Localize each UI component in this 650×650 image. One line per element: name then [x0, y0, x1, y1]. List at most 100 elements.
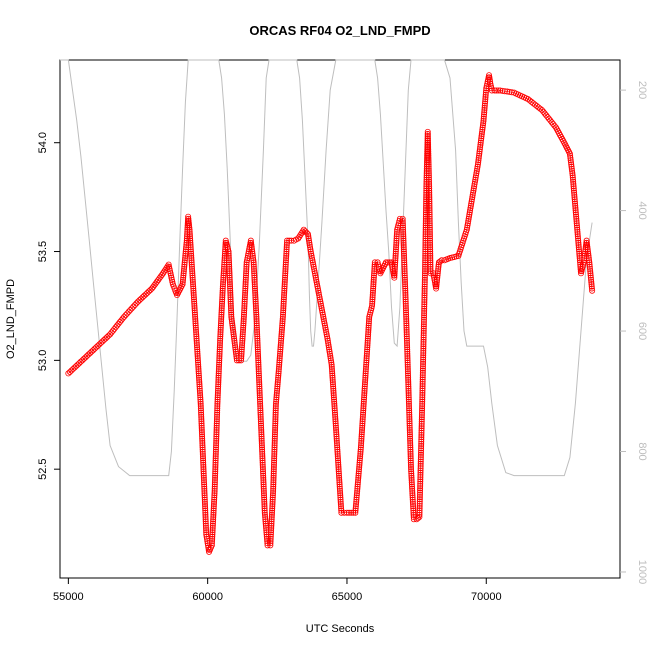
data-point: [274, 387, 281, 394]
data-point: [280, 309, 287, 316]
data-point: [229, 322, 236, 329]
data-point: [189, 265, 196, 272]
data-point: [369, 296, 376, 303]
data-point: [203, 529, 210, 536]
data-point: [476, 148, 483, 155]
data-point: [281, 287, 288, 294]
data-point: [476, 152, 483, 159]
data-point: [251, 283, 258, 290]
data-point: [360, 409, 367, 416]
secondary-series-layer: [60, 59, 593, 477]
data-point: [418, 420, 425, 427]
data-point: [471, 178, 478, 185]
data-point: [501, 88, 508, 95]
data-point: [194, 357, 201, 364]
data-point: [419, 363, 426, 370]
data-point: [587, 272, 594, 279]
data-point: [571, 191, 578, 198]
data-point: [243, 265, 250, 272]
data-point: [243, 263, 250, 270]
data-point: [584, 246, 591, 253]
data-point: [474, 163, 481, 170]
data-point: [257, 398, 264, 405]
data-point: [488, 87, 495, 94]
data-point: [254, 339, 261, 346]
data-point: [227, 294, 234, 301]
data-point: [167, 272, 174, 279]
data-point: [260, 468, 267, 475]
data-point: [238, 350, 245, 357]
data-point: [209, 520, 216, 527]
data-point: [284, 237, 291, 244]
data-point: [363, 359, 370, 366]
data-point: [369, 292, 376, 299]
data-point: [257, 420, 264, 427]
data-point: [318, 305, 325, 312]
data-point: [357, 448, 364, 455]
data-point: [357, 450, 364, 457]
data-point: [392, 261, 399, 268]
data-point: [272, 429, 279, 436]
data-point: [270, 461, 277, 468]
data-point: [353, 492, 360, 499]
data-point: [402, 302, 409, 309]
data-point: [333, 426, 340, 433]
data-point: [196, 381, 203, 388]
data-point: [198, 418, 205, 425]
data-point: [419, 392, 426, 399]
data-point: [404, 359, 411, 366]
data-point: [434, 272, 441, 279]
data-point: [213, 444, 220, 451]
data-point: [408, 470, 415, 477]
data-point: [355, 477, 362, 484]
data-point: [314, 281, 321, 288]
data-point: [259, 455, 266, 462]
data-point: [570, 187, 577, 194]
data-point: [370, 278, 377, 285]
data-point: [391, 270, 398, 277]
data-point: [416, 494, 423, 501]
data-point: [420, 354, 427, 361]
data-point: [361, 389, 368, 396]
data-point: [365, 329, 372, 336]
data-point: [408, 466, 415, 473]
data-point: [570, 176, 577, 183]
data-point: [241, 294, 248, 301]
data-point: [571, 198, 578, 205]
data-point: [405, 379, 412, 386]
data-point: [201, 481, 208, 488]
data-point: [258, 433, 265, 440]
data-point: [362, 372, 369, 379]
data-point: [328, 363, 335, 370]
data-point: [417, 474, 424, 481]
data-point: [255, 370, 262, 377]
data-point: [419, 394, 426, 401]
data-point: [358, 440, 365, 447]
data-point: [405, 381, 412, 388]
data-point: [401, 268, 408, 275]
data-point: [418, 425, 425, 432]
data-point: [269, 509, 276, 516]
data-point: [333, 431, 340, 438]
data-point: [570, 178, 577, 185]
data-point: [588, 285, 595, 292]
data-point: [261, 507, 268, 514]
data-point: [370, 276, 377, 283]
data-point: [231, 342, 238, 349]
data-point: [403, 324, 410, 331]
data-point: [571, 194, 578, 201]
data-point: [406, 407, 413, 414]
data-point: [277, 350, 284, 357]
right-axis-tick-label: 1000: [636, 560, 648, 584]
data-point: [307, 248, 314, 255]
data-point: [362, 366, 369, 373]
data-point: [417, 463, 424, 470]
data-point: [193, 339, 200, 346]
data-point: [191, 307, 198, 314]
data-point: [187, 244, 194, 251]
data-point: [337, 494, 344, 501]
data-point: [209, 538, 216, 545]
data-point: [190, 283, 197, 290]
data-point: [219, 281, 226, 288]
data-point: [426, 198, 433, 205]
